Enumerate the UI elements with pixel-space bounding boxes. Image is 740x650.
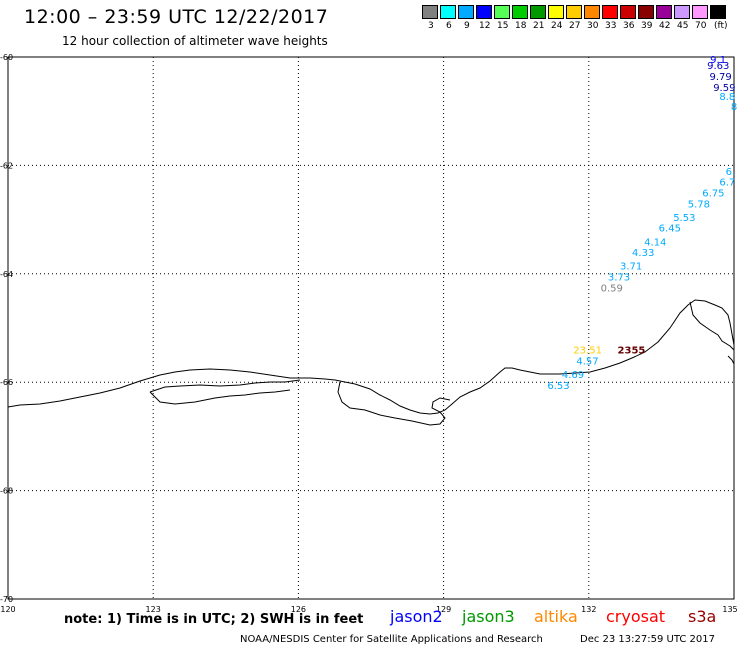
satellite-s3a: s3a bbox=[688, 607, 717, 626]
wave-height-label: 9.1 bbox=[710, 55, 726, 66]
satellite-jason2: jason2 bbox=[390, 607, 443, 626]
legend-label: 9 bbox=[464, 21, 470, 31]
legend-swatch bbox=[494, 5, 510, 19]
generation-timestamp: Dec 23 13:27:59 UTC 2017 bbox=[580, 634, 715, 645]
legend-swatch bbox=[620, 5, 636, 19]
wave-height-label: 23.51 bbox=[573, 346, 602, 357]
legend-swatch bbox=[674, 5, 690, 19]
legend-swatch bbox=[512, 5, 528, 19]
wave-height-label: 4.33 bbox=[632, 248, 654, 259]
legend-label: 21 bbox=[533, 21, 545, 31]
lat-tick-label: -70 bbox=[0, 595, 13, 604]
legend-label: 36 bbox=[623, 21, 635, 31]
lon-tick-label: 120 bbox=[0, 605, 15, 614]
legend-label: 39 bbox=[641, 21, 653, 31]
wave-height-label: 6.7 bbox=[719, 178, 735, 189]
lon-tick-label: 132 bbox=[581, 605, 596, 614]
legend-label: 18 bbox=[515, 21, 527, 31]
legend-swatch bbox=[692, 5, 708, 19]
graticule bbox=[8, 57, 734, 599]
legend-label: 3 bbox=[428, 21, 434, 31]
lon-tick-label: 129 bbox=[436, 605, 451, 614]
legend-swatch bbox=[458, 5, 474, 19]
lat-tick-label: -62 bbox=[0, 161, 13, 170]
legend-label: 70 bbox=[695, 21, 707, 31]
lon-tick-label: 123 bbox=[146, 605, 161, 614]
wave-height-label: 0.59 bbox=[601, 283, 623, 294]
wave-height-label: 9.63 bbox=[707, 61, 729, 72]
legend-swatch bbox=[566, 5, 582, 19]
legend-swatch bbox=[710, 5, 726, 19]
lat-tick-label: -64 bbox=[0, 270, 13, 279]
legend-swatch bbox=[476, 5, 492, 19]
wave-height-label: 5.53 bbox=[673, 213, 695, 224]
legend-swatch bbox=[422, 5, 438, 19]
lat-tick-label: -60 bbox=[0, 53, 13, 62]
legend-label: 42 bbox=[659, 21, 671, 31]
wave-height-label: 9.79 bbox=[710, 72, 732, 83]
wave-height-label: 4.69 bbox=[562, 370, 584, 381]
legend-label: 30 bbox=[587, 21, 599, 31]
wave-height-label: 8.8 bbox=[719, 92, 735, 103]
antarctic-coastline bbox=[7, 299, 735, 415]
coastline-inlet bbox=[149, 379, 301, 405]
credit-line: NOAA/NESDIS Center for Satellite Applica… bbox=[240, 634, 543, 645]
legend-label: 15 bbox=[497, 21, 509, 31]
wave-height-label: 3.71 bbox=[620, 262, 642, 273]
lon-tick-label: 126 bbox=[291, 605, 306, 614]
wave-height-label: 6. bbox=[726, 167, 736, 178]
lat-tick-label: -66 bbox=[0, 378, 13, 387]
legend-swatch bbox=[638, 5, 654, 19]
legend-label: 33 bbox=[605, 21, 617, 31]
satellite-altika: altika bbox=[534, 607, 578, 626]
wave-height-label: 8 bbox=[731, 102, 737, 113]
units-note: note: 1) Time is in UTC; 2) SWH is in fe… bbox=[64, 612, 364, 627]
coastline-cape bbox=[689, 301, 735, 365]
legend-swatch bbox=[602, 5, 618, 19]
satellite-cryosat: cryosat bbox=[606, 607, 666, 626]
legend-swatch bbox=[584, 5, 600, 19]
wave-height-observations: 9.19.639.799.598.88 6.6.76.755.78 5.536.45… bbox=[547, 55, 737, 392]
wave-height-label: 5.78 bbox=[688, 199, 710, 210]
map-subtitle: 12 hour collection of altimeter wave hei… bbox=[62, 34, 328, 48]
wave-height-label: 6.53 bbox=[547, 381, 569, 392]
legend-swatch bbox=[548, 5, 564, 19]
wave-height-label: 6.75 bbox=[702, 189, 724, 200]
legend-label: 6 bbox=[446, 21, 452, 31]
lon-tick-label: 135 bbox=[722, 605, 737, 614]
satellite-jason3: jason3 bbox=[462, 607, 515, 626]
wave-height-label: 9.59 bbox=[713, 83, 735, 94]
legend-label: 12 bbox=[479, 21, 491, 31]
wave-height-label: 4.14 bbox=[644, 237, 666, 248]
map-title: 12:00 – 23:59 UTC 12/22/2017 bbox=[24, 6, 329, 28]
coastline-bay bbox=[337, 381, 451, 426]
axis-ticks: 120 123 126 129 132 135 -60 -62 -64 -66 -68 -70 bbox=[0, 53, 738, 614]
map-frame bbox=[7, 56, 735, 600]
wave-height-label: 3.73 bbox=[608, 273, 630, 284]
legend-swatch bbox=[530, 5, 546, 19]
legend-label: 27 bbox=[569, 21, 581, 31]
legend-swatch bbox=[656, 5, 672, 19]
wave-height-label: 2355 bbox=[618, 346, 646, 357]
wave-height-label: 4.57 bbox=[576, 357, 598, 368]
wave-height-label: 6.45 bbox=[659, 224, 681, 235]
lat-tick-label: -68 bbox=[0, 487, 13, 496]
legend-label: 45 bbox=[677, 21, 689, 31]
legend-label: 24 bbox=[551, 21, 563, 31]
legend-unit: (ft) bbox=[714, 21, 728, 31]
legend-swatch bbox=[440, 5, 456, 19]
